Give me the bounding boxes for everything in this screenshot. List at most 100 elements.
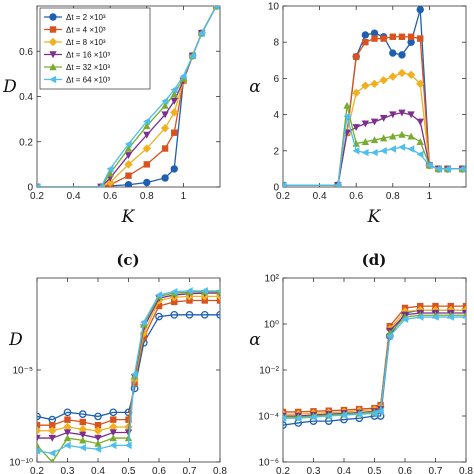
legend-marker: [49, 26, 57, 33]
data-point: [379, 147, 387, 155]
y-axis-label: D: [8, 330, 23, 350]
data-point: [179, 72, 187, 80]
y-tick-label: 0: [273, 183, 279, 194]
data-point: [389, 132, 397, 140]
legend: Δt = 2 ×10³ Δt = 4 ×10³ Δt = 8 ×10³ Δt = 16…: [39, 7, 151, 90]
data-point: [379, 134, 388, 142]
data-point: [334, 181, 342, 187]
data-point: [431, 313, 439, 321]
data-point: [161, 97, 169, 105]
x-tick-label: 0.2: [276, 466, 290, 474]
panel-label-c: (c): [116, 251, 139, 269]
data-point: [361, 81, 370, 90]
y-tick-label: 10⁻⁶: [258, 458, 279, 469]
data-point: [198, 29, 205, 37]
x-tick-label: 0.2: [30, 466, 44, 474]
data-point: [361, 31, 370, 39]
data-point: [160, 123, 170, 133]
legend-entry: Δt = 16 ×10³: [66, 51, 110, 60]
data-point: [170, 165, 178, 173]
y-tick-label: 10⁻⁵: [12, 366, 33, 377]
x-tick-label: 0.5: [368, 466, 382, 474]
series-line-2: [283, 36, 463, 186]
x-tick-label: 0.7: [429, 466, 443, 474]
data-point: [37, 447, 41, 455]
x-tick-label: 0.2: [276, 191, 290, 202]
panel-label-d: (d): [362, 251, 387, 269]
data-point: [397, 68, 407, 78]
legend-marker: [49, 51, 57, 59]
data-point: [388, 72, 397, 81]
data-point: [370, 148, 378, 157]
y-axis-label: α: [249, 330, 261, 350]
y-tick-label: 2: [273, 146, 279, 157]
x-tick-label: 0.5: [122, 466, 136, 474]
data-point: [170, 90, 178, 98]
data-point: [79, 436, 87, 444]
data-point: [63, 429, 72, 437]
data-point: [370, 79, 379, 89]
data-point: [188, 52, 196, 60]
data-point: [63, 441, 71, 450]
data-point: [389, 111, 397, 119]
data-point: [124, 181, 133, 187]
data-point: [417, 35, 424, 42]
data-point: [171, 129, 178, 136]
data-point: [398, 143, 406, 151]
data-point: [109, 408, 118, 417]
data-point: [407, 132, 415, 140]
y-axis-label: D: [2, 77, 17, 97]
data-point: [370, 136, 379, 144]
data-point: [416, 138, 424, 145]
data-point: [283, 414, 287, 422]
data-point: [64, 416, 71, 423]
data-point: [216, 297, 220, 304]
data-point: [37, 441, 41, 449]
panel-c: 0.2 0.3 0.4 0.5 0.6 0.7 0.8 10⁻¹⁰ 10⁻⁵ D: [8, 277, 227, 474]
data-point: [48, 426, 57, 435]
data-point: [361, 120, 370, 128]
data-point: [161, 145, 169, 152]
data-point: [447, 313, 454, 321]
data-point: [94, 445, 102, 453]
data-point: [401, 315, 409, 324]
data-point: [340, 411, 348, 419]
x-tick-label: 1: [181, 191, 187, 202]
series-line-2: [283, 305, 466, 413]
data-point: [352, 88, 361, 98]
data-point: [398, 130, 406, 138]
data-point: [109, 429, 117, 437]
data-point: [379, 115, 388, 122]
data-point: [125, 172, 132, 179]
data-point: [37, 422, 41, 429]
data-point: [380, 35, 387, 42]
y-tick-label: 4: [273, 110, 279, 121]
data-point: [106, 165, 114, 173]
data-point: [185, 310, 194, 319]
x-tick-label: 0.8: [459, 466, 473, 474]
data-point: [389, 33, 396, 40]
data-point: [142, 144, 151, 153]
legend-marker: [48, 37, 58, 47]
data-point: [386, 332, 393, 340]
x-tick-label: 0.6: [398, 466, 412, 474]
data-point: [398, 33, 406, 40]
legend-entry: Δt = 8 ×10³: [66, 38, 106, 47]
x-tick-label: 0.4: [91, 466, 105, 474]
x-tick-label: 0.8: [386, 191, 400, 202]
data-point: [79, 418, 86, 426]
y-tick-label: 10⁰: [264, 320, 279, 331]
data-point: [49, 422, 56, 429]
data-point: [50, 458, 55, 462]
data-point: [94, 412, 102, 421]
data-point: [79, 431, 87, 439]
data-point: [362, 39, 369, 46]
data-point: [97, 183, 105, 187]
data-point: [125, 416, 132, 423]
data-point: [161, 101, 169, 109]
data-point: [109, 434, 117, 442]
data-point: [201, 287, 208, 295]
data-point: [212, 6, 220, 10]
data-point: [294, 414, 302, 422]
legend-marker: [49, 63, 57, 71]
